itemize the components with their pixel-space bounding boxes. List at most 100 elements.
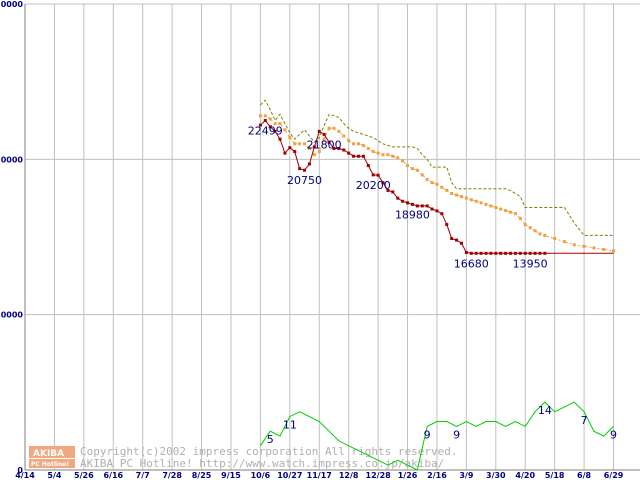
minimum-price-point bbox=[528, 251, 532, 255]
minimum-price-point bbox=[391, 190, 395, 194]
x-tick-label: 10/27 bbox=[277, 471, 302, 480]
x-tick-label: 5/4 bbox=[47, 471, 61, 480]
minimum-price-point bbox=[381, 181, 385, 185]
minimum-price-point bbox=[464, 251, 468, 255]
minimum-price-point bbox=[273, 129, 277, 133]
average-price-point bbox=[509, 210, 513, 214]
average-price-point bbox=[415, 168, 419, 172]
minimum-price-point bbox=[303, 168, 307, 172]
average-price-point bbox=[366, 146, 370, 150]
average-price-point bbox=[381, 153, 385, 157]
minimum-price-point bbox=[455, 238, 459, 242]
minimum-price-point bbox=[401, 199, 405, 203]
watermark: AKIBA PC Hotline! Copyright(c)2002 impre… bbox=[29, 445, 458, 470]
max-price-line bbox=[260, 99, 614, 236]
average-price-point bbox=[410, 167, 414, 171]
average-price-point bbox=[327, 126, 331, 130]
x-tick-label: 3/30 bbox=[486, 471, 506, 480]
minimum-price-point bbox=[356, 154, 360, 158]
average-price-point bbox=[283, 128, 287, 132]
minimum-price-point bbox=[268, 125, 272, 129]
average-price-point bbox=[582, 244, 586, 248]
akiba-logo-text: AKIBA bbox=[33, 449, 64, 459]
average-price-point bbox=[518, 216, 522, 220]
minimum-price-point bbox=[509, 251, 513, 255]
minimum-price-point bbox=[288, 146, 292, 150]
average-price-point bbox=[528, 226, 532, 230]
minimum-price-point bbox=[484, 251, 488, 255]
minimum-price-point bbox=[386, 188, 390, 192]
x-tick-label: 4/14 bbox=[15, 471, 35, 480]
minimum-price-point bbox=[342, 148, 346, 152]
average-price-point bbox=[386, 153, 390, 157]
average-price-point bbox=[406, 164, 410, 168]
minimum-price-point bbox=[396, 196, 400, 200]
minimum-price-point bbox=[415, 204, 419, 208]
minimum-price-point bbox=[425, 204, 429, 208]
minimum-price-point bbox=[332, 146, 336, 150]
average-price-point bbox=[361, 143, 365, 147]
minimum-price-point bbox=[494, 251, 498, 255]
y-tick-label: 20000 bbox=[0, 155, 23, 164]
shop-count-label: 11 bbox=[283, 419, 297, 432]
chart-series bbox=[258, 99, 616, 471]
x-tick-label: 6/16 bbox=[103, 471, 123, 480]
average-price-point bbox=[268, 117, 272, 121]
average-price-point bbox=[523, 223, 527, 227]
average-price-point bbox=[612, 249, 616, 253]
minimum-price-point bbox=[337, 146, 341, 150]
average-price-point bbox=[553, 237, 557, 241]
shop-count-label: 7 bbox=[581, 414, 588, 427]
x-tick-label: 5/18 bbox=[545, 471, 565, 480]
average-price-point bbox=[376, 151, 380, 155]
average-price-point bbox=[459, 195, 463, 199]
minimum-price-point bbox=[513, 251, 517, 255]
average-price-point bbox=[347, 139, 351, 143]
average-price-point bbox=[337, 129, 341, 133]
minimum-price-point bbox=[543, 251, 547, 255]
average-price-point bbox=[307, 146, 311, 150]
average-price-point bbox=[440, 185, 444, 189]
x-tick-label: 8/25 bbox=[192, 471, 212, 480]
shop-count-line bbox=[259, 401, 614, 471]
x-tick-label: 6/29 bbox=[604, 471, 624, 480]
minimum-price-point bbox=[518, 251, 522, 255]
average-price-point bbox=[474, 199, 478, 203]
site-url-text: AKIBA PC Hotline! http://www.watch.impre… bbox=[80, 457, 444, 470]
average-price-point bbox=[602, 247, 606, 251]
minimum-price-point bbox=[450, 237, 454, 241]
minimum-price-point bbox=[317, 129, 321, 133]
y-tick-label: 30000 bbox=[0, 0, 23, 9]
shop-count-label: 5 bbox=[267, 433, 274, 446]
x-tick-label: 10/6 bbox=[251, 471, 271, 480]
average-price-point bbox=[312, 153, 316, 157]
average-price-point bbox=[322, 137, 326, 141]
minimum-price-point bbox=[430, 207, 434, 211]
average-price-point bbox=[391, 154, 395, 158]
minimum-price-point bbox=[538, 251, 542, 255]
x-tick-label: 11/17 bbox=[307, 471, 332, 480]
price-data-label: 18980 bbox=[395, 208, 430, 221]
average-price-point bbox=[430, 181, 434, 185]
minimum-price-point bbox=[347, 151, 351, 155]
average-price-point bbox=[332, 126, 336, 130]
shop-count-label: 9 bbox=[453, 428, 460, 441]
average-price-point bbox=[298, 142, 302, 146]
average-price-point bbox=[504, 209, 508, 213]
minimum-price-point bbox=[307, 162, 311, 166]
minimum-price-point bbox=[322, 132, 326, 136]
x-tick-label: 2/16 bbox=[427, 471, 447, 480]
minimum-price-point bbox=[435, 209, 439, 213]
minimum-price-point bbox=[361, 154, 365, 158]
x-tick-label: 3/9 bbox=[459, 471, 473, 480]
average-price-point bbox=[435, 182, 439, 186]
shop-count-label: 14 bbox=[538, 404, 552, 417]
average-price-point bbox=[533, 229, 537, 233]
average-price-point bbox=[538, 232, 542, 236]
y-tick-label: 10000 bbox=[0, 311, 23, 320]
minimum-price-point bbox=[352, 154, 356, 158]
average-price-point bbox=[303, 142, 307, 146]
average-price-point bbox=[464, 196, 468, 200]
